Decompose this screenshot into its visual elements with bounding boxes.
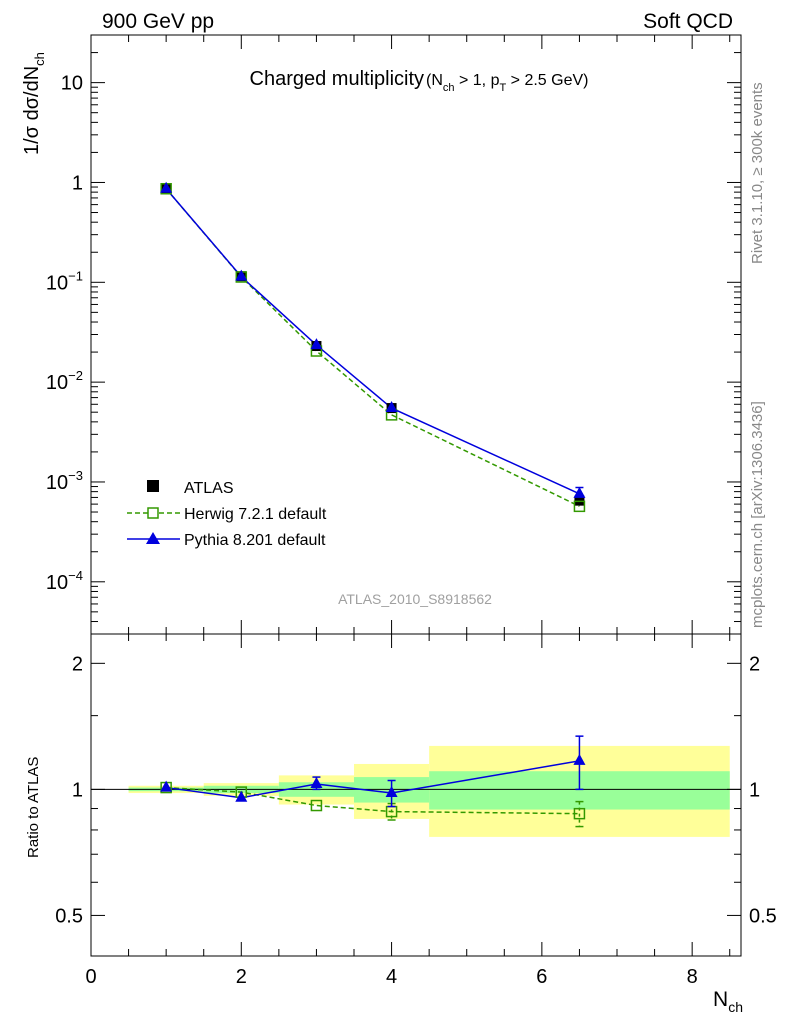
ratio-herwig-point: [310, 799, 323, 812]
legend-marker-herwig: [147, 507, 159, 519]
x-tick-label: 2: [236, 966, 247, 988]
pythia-point: [310, 338, 323, 350]
x-tick-label: 8: [687, 966, 698, 988]
ratio-frame: [90, 633, 742, 957]
main-title: Charged multiplicity (Nch > 1, pT > 2.5 G…: [250, 68, 589, 94]
ratio-y-tick-label-right: 2: [749, 653, 760, 675]
ratio-y-tick-label-left: 0.5: [55, 905, 83, 927]
main-data-layer: [160, 181, 586, 513]
x-axis-label: Nch: [713, 988, 743, 1015]
x-tick-label: 6: [536, 966, 547, 988]
pythia-point: [385, 401, 398, 413]
pythia-point: [160, 181, 173, 193]
main-y-tick-label: 10−2: [46, 368, 83, 394]
header-left: 900 GeV pp: [102, 10, 214, 33]
ratio-pythia-point: [160, 780, 173, 792]
header-right: Soft QCD: [643, 10, 733, 33]
analysis-watermark: ATLAS_2010_S8918562: [338, 591, 492, 607]
ratio-herwig-point: [573, 807, 586, 820]
ratio-y-tick-label-left: 1: [72, 779, 83, 801]
ratio-pythia-point: [573, 753, 586, 765]
legend: ATLAS Herwig 7.2.1 default Pythia 8.201 …: [127, 480, 327, 549]
herwig-point: [573, 500, 586, 513]
main-y-tick-label: 10−1: [46, 268, 83, 294]
ratio-pythia-point: [235, 790, 248, 802]
x-tick-label: 0: [85, 966, 96, 988]
main-title-text: Charged multiplicity: [250, 68, 425, 90]
legend-label-atlas: ATLAS: [184, 480, 234, 497]
ratio-herwig-line: [166, 786, 580, 815]
ratio-y-tick-label-right: 1: [749, 779, 760, 801]
ratio-pythia-point: [310, 776, 323, 788]
main-y-axis-label: 1/σ dσ/dNch: [21, 52, 47, 155]
main-y-tick-label: 1: [72, 172, 83, 194]
pythia-point: [235, 269, 248, 281]
legend-marker-pythia: [146, 532, 160, 544]
ratio-y-axis-label: Ratio to ATLAS: [25, 757, 42, 858]
ratio-axes: 0.5 0.5 1 1 2 2 0 2 4 6 8: [55, 633, 777, 988]
rivet-version-label: Rivet 3.1.10, ≥ 300k events: [749, 82, 766, 264]
x-tick-label: 4: [386, 966, 397, 988]
main-y-tick-label: 10−4: [46, 568, 83, 594]
main-y-tick-label: 10−3: [46, 468, 83, 494]
ratio-data-layer: [160, 735, 586, 828]
mcplots-label: mcplots.cern.ch [arXiv:1306.3436]: [749, 401, 766, 628]
pythia-point: [573, 486, 586, 498]
legend-label-pythia: Pythia 8.201 default: [184, 532, 326, 549]
legend-marker-atlas: [147, 480, 159, 492]
ratio-y-tick-label-left: 2: [72, 653, 83, 675]
main-y-tick-label: 10: [61, 73, 83, 95]
ratio-pythia-point: [385, 786, 398, 798]
legend-label-herwig: Herwig 7.2.1 default: [184, 506, 327, 523]
ratio-y-tick-label-right: 0.5: [749, 905, 777, 927]
